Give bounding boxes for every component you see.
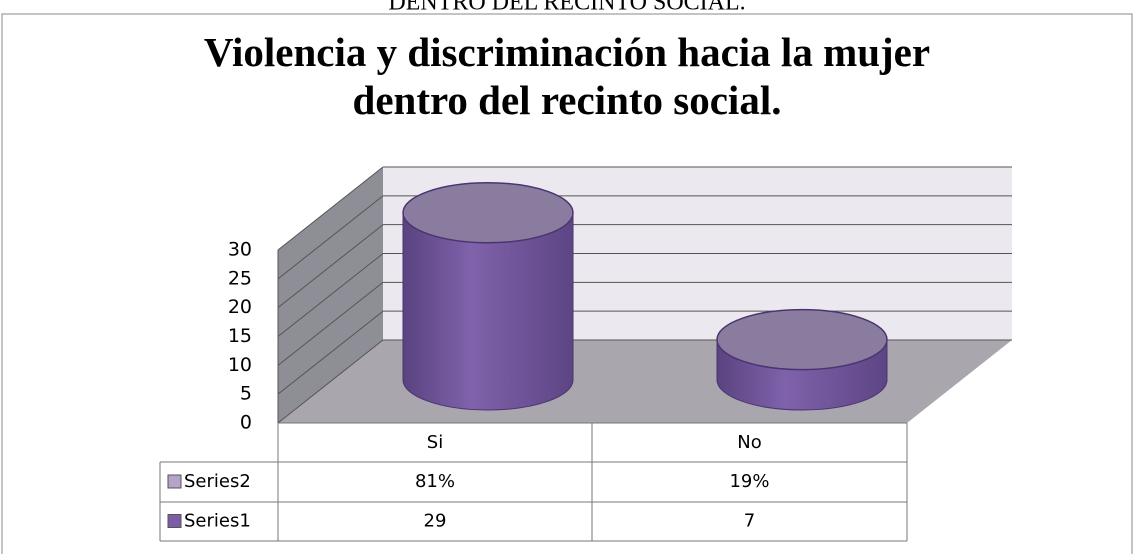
y-tick-label: 10	[228, 354, 252, 376]
x-tick-label: Si	[427, 432, 443, 453]
x-tick-label: No	[737, 432, 761, 453]
legend-label: Series2	[184, 471, 251, 492]
header-text: DENTRO DEL RECINTO SOCIAL.	[388, 0, 745, 16]
chart-title: Violencia y discriminación hacia la muje…	[204, 29, 930, 123]
grid-line	[277, 166, 384, 251]
y-tick-label: 30	[228, 239, 252, 261]
cylinder-body	[402, 212, 574, 411]
y-tick-label: 5	[240, 383, 252, 405]
y-tick-label: 25	[228, 267, 252, 289]
table-value: 29	[424, 511, 447, 532]
cylinder-top	[402, 182, 574, 244]
table-value: 7	[744, 511, 755, 532]
table-value: 81%	[415, 471, 455, 492]
y-tick-label: 20	[228, 296, 252, 318]
legend-swatch	[167, 474, 182, 489]
chart-title-text: Violencia y discriminación hacia la muje…	[204, 29, 930, 123]
legend-swatch	[167, 514, 182, 528]
grid-line	[277, 253, 384, 337]
table-value: 19%	[729, 471, 769, 492]
legend-label: Series1	[184, 511, 251, 532]
y-tick-label: 15	[228, 325, 252, 347]
grid-line	[277, 224, 384, 309]
y-tick-label: 0	[240, 412, 252, 434]
grid-line	[277, 281, 384, 366]
floor	[278, 340, 1012, 423]
grid-line	[277, 310, 384, 395]
cylinder-top	[716, 308, 888, 371]
grid-line	[277, 195, 384, 280]
grid-line	[277, 339, 384, 424]
